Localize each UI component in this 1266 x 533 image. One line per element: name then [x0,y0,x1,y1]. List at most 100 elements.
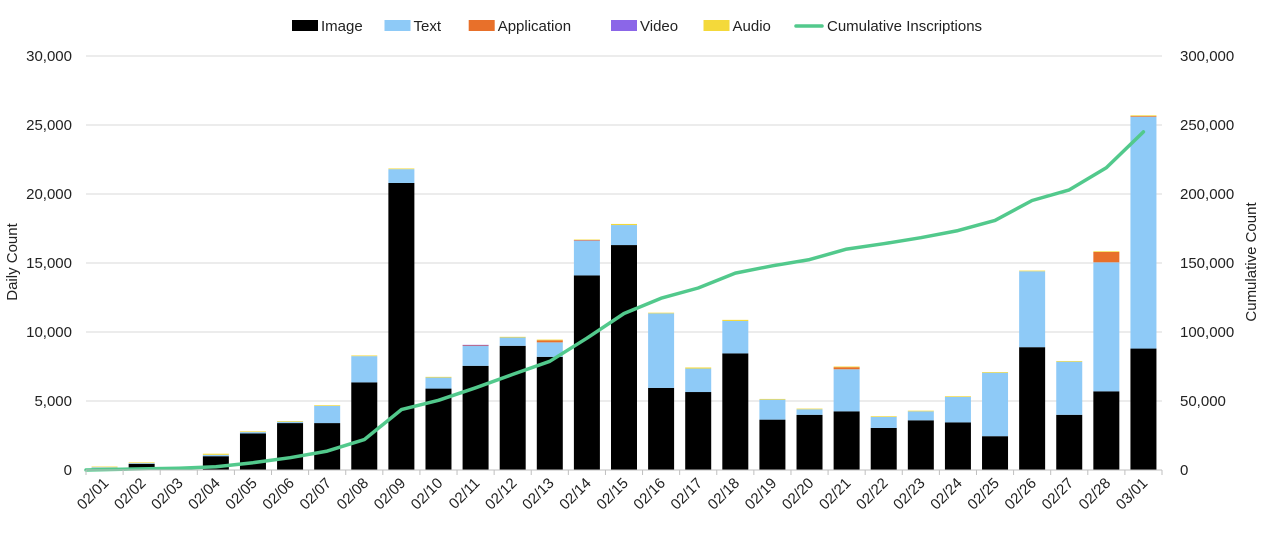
bar-text [536,342,563,357]
x-tick-label: 02/20 [779,475,818,514]
y-axis-title-left: Daily Count [4,222,21,300]
bar-image [1093,391,1120,470]
legend-swatch-text [384,20,411,31]
bar-text [128,463,155,464]
bar-text [239,432,266,434]
y-tick-label-left: 30,000 [26,48,72,65]
bar-audio [573,239,600,241]
bar-audio [425,376,452,378]
bar-text [388,169,415,183]
y-tick-label-right: 150,000 [1180,255,1234,272]
bar-text [907,411,934,421]
bar-image [573,275,600,470]
bar-audio [611,223,637,226]
bar-image [870,427,897,470]
legend-label: Audio [733,18,771,35]
bar-text [759,399,786,420]
bar-image [1130,348,1157,470]
bar-text [499,337,526,346]
bar-application [833,367,860,370]
bar-audio [314,405,341,406]
bar-image [128,463,155,470]
bar-audio [648,312,675,314]
bar-text [611,225,637,246]
y-tick-label-right: 100,000 [1180,324,1234,341]
y-tick-label-left: 20,000 [26,186,72,203]
bar-text [1019,271,1046,348]
legend-swatch-audio [703,20,730,31]
bar-text [314,405,341,424]
bar-image [1019,347,1046,470]
y-axis-title-right: Cumulative Count [1243,202,1260,322]
bar-audio [759,398,786,400]
x-tick-label: 02/03 [148,475,187,514]
bar-audio [128,462,155,464]
bar-text [1093,262,1120,392]
bar-audio [833,366,860,368]
y-tick-label-right: 200,000 [1180,186,1234,203]
x-tick-label: 02/27 [1038,475,1077,514]
bar-text [685,368,712,393]
bar-video [573,240,600,241]
x-tick-label: 02/14 [556,475,595,514]
bar-text [462,345,489,366]
bar-image [462,365,489,470]
x-tick-label: 02/18 [705,475,744,514]
bar-audio [944,396,971,397]
bar-audio [907,410,934,412]
bar-application [573,240,600,242]
bar-audio [499,336,526,338]
bar-image [314,423,341,470]
bar-image [907,420,934,470]
x-tick-label: 02/19 [742,475,781,514]
bar-text [870,416,897,428]
bar-application [1093,251,1120,263]
bar-image [685,392,712,470]
y-tick-label-left: 0 [64,462,72,479]
bar-application [462,345,489,347]
y-tick-label-right: 50,000 [1180,393,1226,410]
x-tick-label: 02/13 [519,475,558,514]
cumulative-line-group [84,130,1146,472]
bar-image [796,414,823,470]
x-tick-label: 02/21 [816,475,855,514]
bar-text [648,313,675,388]
bar-audio [1093,251,1120,252]
legend-label: Cumulative Inscriptions [827,18,982,35]
legend-swatch-video [611,20,637,31]
bar-audio [536,339,563,341]
bar-text [573,240,600,276]
bar-text [1130,116,1157,349]
bar-application [536,340,563,343]
y-tick-label-left: 5,000 [34,393,72,410]
bar-application [1130,116,1157,117]
y-tick-label-right: 0 [1180,462,1188,479]
bar-audio [239,431,266,433]
x-tick-label: 02/22 [853,475,892,514]
y-tick-label-right: 300,000 [1180,48,1234,65]
x-tick-label: 03/01 [1113,475,1152,514]
bar-text [277,421,304,424]
x-tick-label: 02/17 [667,475,706,514]
y-tick-label-left: 15,000 [26,255,72,272]
legend: Image Text Application Video Audio Cumulative… [292,18,982,35]
bar-audio [202,453,229,455]
bar-text [982,372,1009,437]
bar-video [462,344,489,346]
legend-label: Application [498,18,571,35]
cumulative-line [84,130,1146,472]
bar-image [611,245,637,470]
y-tick-label-right: 250,000 [1180,117,1234,134]
bar-image [277,423,304,470]
x-tick-label: 02/10 [408,475,447,514]
bar-audio [1019,270,1046,272]
bar-text [722,320,749,354]
bar-image [648,387,675,470]
bar-text [351,356,378,383]
x-tick-label: 02/26 [1001,475,1040,514]
y-tick-label-left: 25,000 [26,117,72,134]
bar-image [833,411,860,470]
bar-image [1056,414,1083,470]
